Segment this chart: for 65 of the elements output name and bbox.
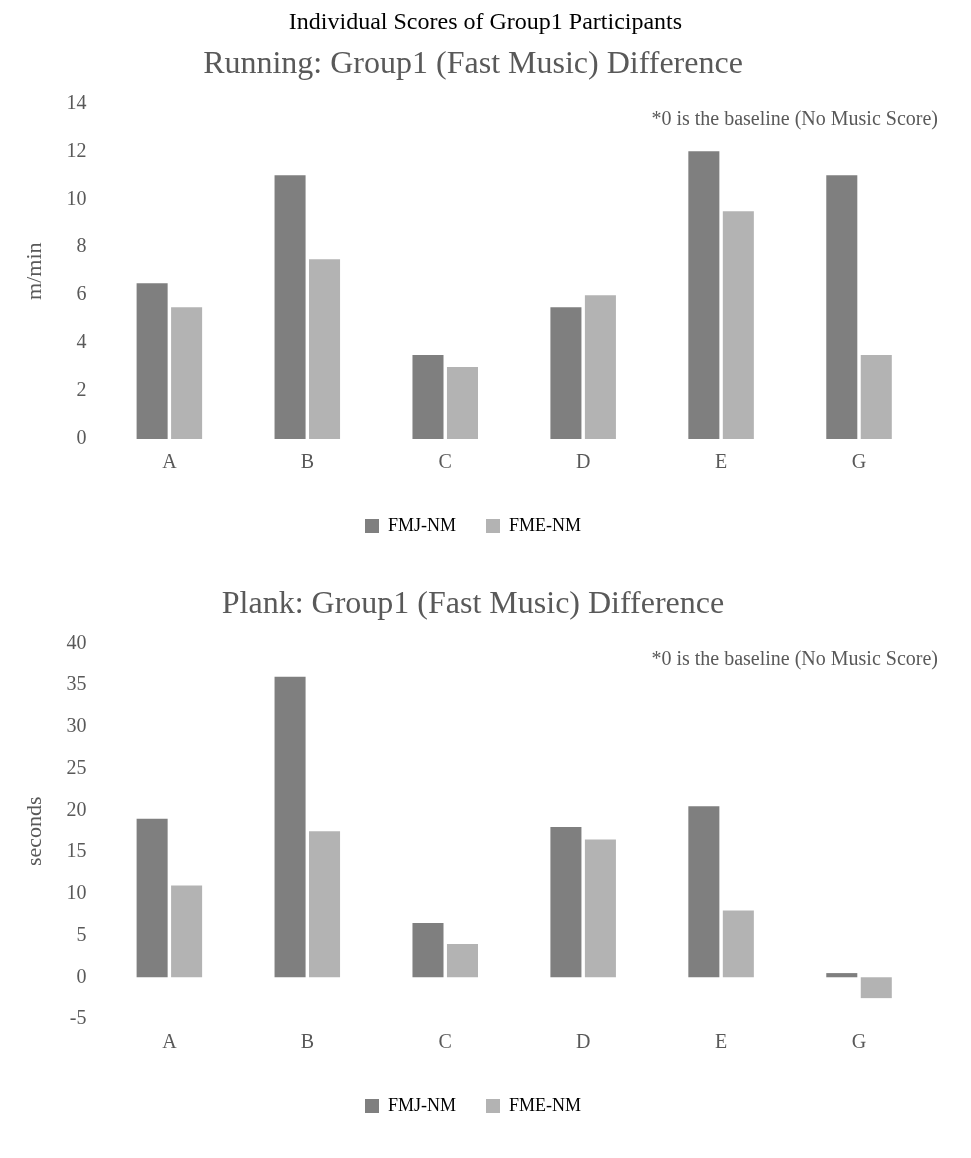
y-tick-label: 12 — [66, 138, 87, 161]
bar — [826, 175, 858, 439]
bar — [584, 839, 616, 978]
chart-subtitle: Running: Group1 (Fast Music) Difference — [203, 43, 743, 80]
bar — [688, 806, 720, 978]
y-tick-label: 15 — [66, 839, 87, 862]
bar — [860, 355, 892, 439]
bar — [274, 676, 306, 978]
legend-label: FME-NM — [509, 514, 582, 535]
y-axis-title: seconds — [20, 796, 46, 867]
y-tick-label: 20 — [66, 797, 87, 820]
bar — [446, 367, 478, 439]
bar — [550, 827, 582, 978]
legend-label: FMJ-NM — [387, 514, 457, 535]
y-tick-label: 30 — [66, 714, 87, 737]
x-tick-label: G — [851, 1030, 867, 1053]
x-tick-label: B — [300, 1030, 314, 1053]
bar — [688, 151, 720, 439]
annotation: *0 is the baseline (No Music Score) — [651, 646, 938, 670]
x-tick-label: B — [300, 450, 314, 473]
y-tick-label: 25 — [66, 755, 87, 778]
x-tick-label: C — [438, 1030, 452, 1053]
bar — [722, 910, 754, 978]
x-tick-label: D — [575, 1030, 591, 1053]
bar — [171, 885, 203, 978]
legend-label: FMJ-NM — [387, 1094, 457, 1115]
bar — [412, 355, 444, 439]
y-axis-title: m/min — [20, 242, 46, 300]
bar — [309, 259, 341, 439]
x-tick-label: E — [714, 1030, 728, 1053]
y-tick-label: 2 — [76, 378, 87, 401]
y-tick-label: 10 — [66, 881, 87, 904]
bar — [722, 211, 754, 439]
y-tick-label: 0 — [76, 426, 87, 449]
y-tick-label: 4 — [76, 330, 87, 353]
y-tick-label: 5 — [76, 922, 87, 945]
bar — [860, 977, 892, 999]
legend-label: FME-NM — [509, 1094, 582, 1115]
bar — [446, 943, 478, 978]
chart-title: Plank: Group1 (Fast Music) Difference — [221, 583, 725, 620]
x-tick-label: D — [575, 450, 591, 473]
annotation: *0 is the baseline (No Music Score) — [651, 106, 938, 130]
bar — [584, 295, 616, 439]
bar — [274, 175, 306, 439]
x-tick-label: E — [714, 450, 728, 473]
bar — [171, 307, 203, 439]
chart-title: Individual Scores of Group1 Participants — [287, 8, 684, 35]
bar — [309, 831, 341, 978]
y-tick-label: 8 — [76, 234, 87, 257]
x-tick-label: G — [851, 450, 867, 473]
bar — [412, 923, 444, 978]
y-tick-label: 6 — [76, 282, 87, 305]
x-tick-label: A — [162, 1030, 178, 1053]
bar — [826, 973, 858, 978]
x-tick-label: A — [162, 450, 178, 473]
y-tick-label: 14 — [66, 90, 87, 113]
bar — [550, 307, 582, 439]
y-tick-label: 40 — [66, 630, 87, 653]
bar — [136, 818, 168, 978]
bar — [136, 283, 168, 439]
y-tick-label: 10 — [66, 186, 87, 209]
x-tick-label: C — [438, 450, 452, 473]
y-tick-label: 0 — [76, 964, 87, 987]
y-tick-label: -5 — [69, 1006, 87, 1029]
y-tick-label: 35 — [66, 672, 87, 695]
